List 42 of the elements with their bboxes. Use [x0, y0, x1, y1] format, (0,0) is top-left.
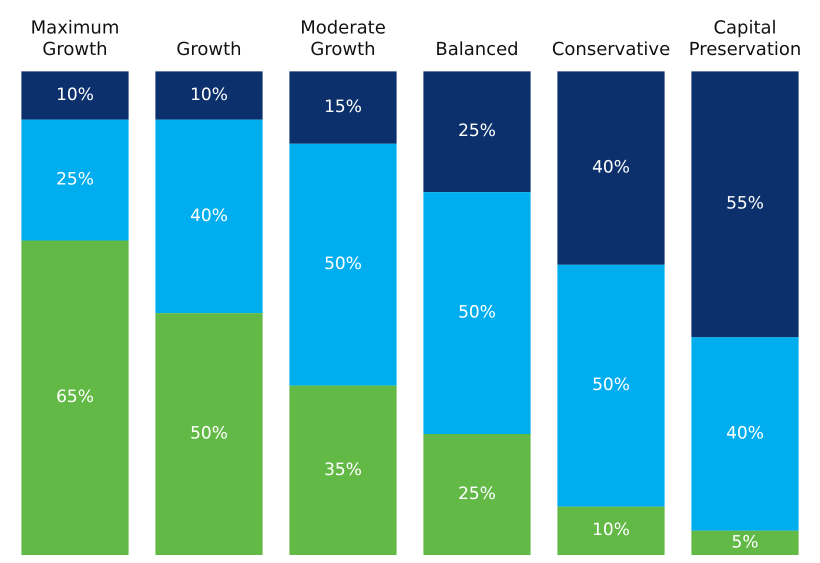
bar: [289, 144, 397, 386]
x-tick-label: Growth: [176, 39, 242, 60]
data-label: 15%: [324, 96, 362, 117]
data-label: 50%: [190, 423, 228, 444]
bar: [21, 71, 129, 120]
data-label: 25%: [56, 169, 94, 190]
bar: [423, 434, 531, 555]
data-label: 25%: [458, 121, 496, 142]
data-label: 40%: [726, 423, 764, 444]
bar: [289, 71, 397, 144]
bar: [691, 337, 799, 531]
bar: [691, 530, 799, 555]
bar: [423, 192, 531, 434]
data-label: 25%: [458, 484, 496, 504]
data-label: 10%: [56, 84, 94, 105]
bar: [155, 120, 263, 314]
bar: [21, 120, 129, 241]
bar: [155, 71, 263, 120]
data-label: 40%: [190, 206, 228, 226]
bar: [691, 71, 799, 338]
bar: [557, 506, 665, 555]
data-label: 50%: [458, 302, 496, 323]
x-tick-label: Moderate Growth: [300, 17, 386, 60]
x-tick-label: Capital Preservation: [688, 17, 802, 60]
data-label: 10%: [592, 520, 630, 540]
data-label: 5%: [732, 532, 758, 552]
bar: [289, 386, 397, 555]
data-label: 50%: [324, 254, 362, 274]
data-label: 35%: [324, 460, 362, 480]
x-tick-label: Maximum Growth: [30, 17, 120, 60]
data-label: 65%: [56, 387, 94, 408]
x-tick-label: Conservative: [552, 39, 670, 60]
bar: [155, 313, 263, 555]
data-label: 50%: [592, 375, 630, 396]
bar: [557, 264, 665, 507]
data-label: 55%: [726, 194, 764, 214]
x-tick-label: Balanced: [435, 39, 519, 60]
data-label: 40%: [592, 157, 630, 178]
bar: [557, 71, 665, 265]
data-label: 10%: [190, 84, 228, 105]
bar: [423, 71, 531, 192]
bar: [21, 240, 129, 555]
